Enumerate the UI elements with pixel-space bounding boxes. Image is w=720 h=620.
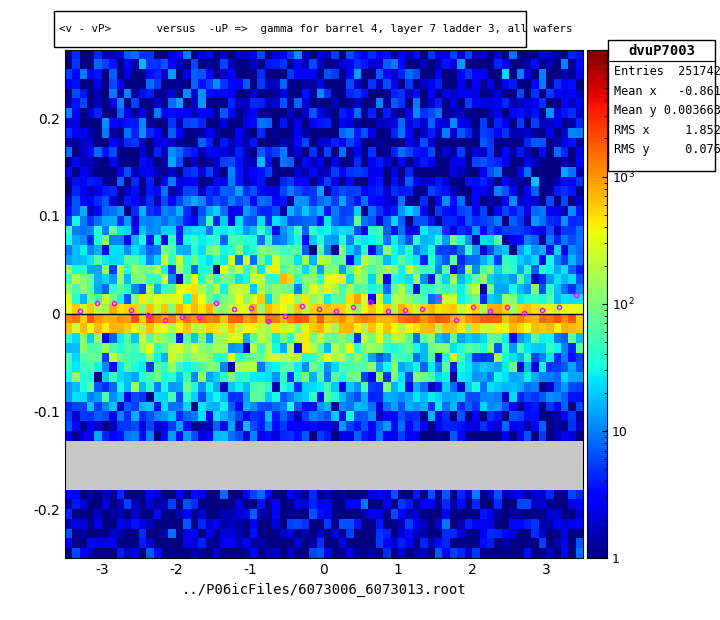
Text: RMS y     0.076: RMS y 0.076 bbox=[613, 143, 720, 156]
X-axis label: ../P06icFiles/6073006_6073013.root: ../P06icFiles/6073006_6073013.root bbox=[181, 582, 467, 596]
Text: <v - vP>       versus  -uP =>  gamma for barrel 4, layer 7 ladder 3, all wafers: <v - vP> versus -uP => gamma for barrel … bbox=[59, 24, 572, 33]
Text: dvuP7003: dvuP7003 bbox=[628, 44, 696, 58]
Text: Entries  2517422: Entries 2517422 bbox=[613, 65, 720, 78]
Text: Mean y 0.003663: Mean y 0.003663 bbox=[613, 104, 720, 117]
Bar bbox=[65, 446, 583, 485]
Text: RMS x     1.852: RMS x 1.852 bbox=[613, 123, 720, 136]
Text: Mean x   -0.8617: Mean x -0.8617 bbox=[613, 84, 720, 97]
